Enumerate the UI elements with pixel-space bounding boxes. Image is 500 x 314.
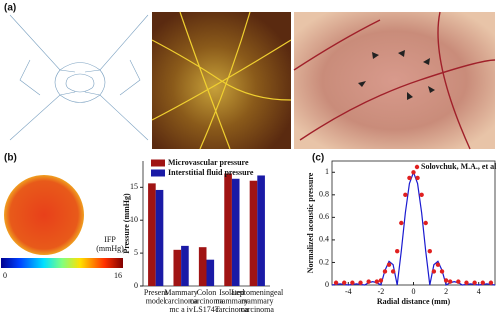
legend-label: Interstitial fluid pressure: [168, 168, 254, 177]
bar: [181, 245, 189, 286]
x-tick-label: 2: [444, 287, 448, 296]
point: [366, 279, 371, 284]
y-tick-label: 10: [130, 215, 138, 224]
tumor-photo: [294, 12, 495, 149]
point: [333, 280, 339, 285]
bar: [198, 247, 207, 286]
x-tick-label: 0: [412, 287, 416, 296]
colorbar-min: 0: [3, 271, 7, 280]
point: [358, 280, 363, 285]
bar: [155, 189, 164, 286]
vessels: [151, 11, 292, 150]
legend-swatch: [151, 169, 165, 177]
legend-label: Solovchuk, M.A., et al: [421, 162, 497, 171]
y-axis-label: Normalized acoustic pressure: [306, 172, 315, 273]
bar: [206, 259, 215, 286]
legend-label: Microvascular pressure: [168, 158, 249, 167]
colorbar-max: 16: [114, 271, 122, 280]
point: [443, 278, 449, 283]
x-tick-label: Leptomeningeal mammary carcinoma: [231, 288, 284, 314]
point: [386, 262, 392, 267]
y-tick-label: 0: [134, 281, 138, 290]
point: [411, 170, 416, 175]
y-tick-label: 0.6: [319, 212, 329, 221]
vessels: [293, 11, 496, 150]
point: [427, 248, 432, 254]
legend-marker: [414, 164, 420, 170]
y-tick-label: 0: [325, 280, 329, 289]
point: [439, 269, 445, 274]
point: [374, 279, 380, 284]
y-tick-label: 15: [130, 182, 138, 191]
bar: [257, 175, 265, 286]
y-tick-label: 0.4: [319, 235, 329, 244]
bar: [231, 178, 240, 286]
point: [464, 280, 469, 285]
point: [407, 175, 412, 181]
bar: [224, 173, 232, 286]
vessel-sketch: [9, 14, 149, 141]
point: [342, 280, 347, 285]
point: [472, 280, 477, 285]
colorbar-label: IFP (mmHg): [96, 235, 124, 253]
point: [435, 262, 441, 267]
point: [423, 220, 428, 226]
y-tick-label: 0.8: [319, 190, 329, 199]
y-tick-label: 5: [134, 248, 138, 257]
ifp-map: [4, 175, 84, 255]
colorbar: [1, 258, 123, 268]
panel-label: (c): [312, 153, 324, 164]
point: [447, 279, 453, 284]
point: [395, 248, 400, 254]
y-tick-label: 0.2: [319, 257, 329, 266]
x-axis-label: Radial distance (mm): [377, 297, 451, 306]
y-tick-label: 1: [325, 167, 329, 176]
point: [480, 280, 485, 285]
panel-label: (a): [4, 3, 16, 14]
plot-frame: [331, 160, 496, 286]
point: [382, 269, 388, 274]
bar: [173, 249, 182, 286]
line: [331, 170, 496, 286]
point: [456, 279, 461, 284]
x-tick-label: -2: [378, 287, 385, 296]
point: [419, 192, 424, 198]
bar: [249, 180, 258, 286]
x-tick-label: Colon carcinoma LS174T: [190, 288, 224, 314]
x-tick-label: -4: [345, 287, 352, 296]
y-axis-label: Pressure (mmHg): [122, 193, 131, 254]
point: [399, 220, 404, 226]
x-tick-label: Isolated mammary carcinoma: [215, 288, 249, 314]
x-tick-label: 4: [477, 287, 481, 296]
point: [488, 280, 494, 285]
point: [390, 269, 396, 274]
x-tick-label: Present model: [144, 288, 168, 306]
point: [350, 280, 355, 285]
point: [431, 269, 437, 274]
point: [403, 192, 408, 198]
panel-label: (b): [4, 153, 17, 164]
point: [378, 278, 384, 283]
legend-swatch: [151, 159, 165, 167]
point: [415, 175, 420, 181]
bar: [148, 183, 156, 286]
x-tick-label: Mammary carcinoma mc a iv: [164, 288, 198, 314]
